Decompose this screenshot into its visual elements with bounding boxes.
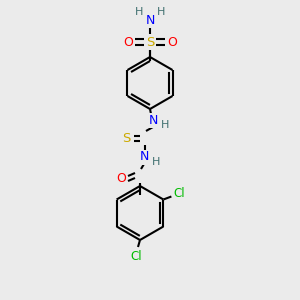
Text: Cl: Cl [174,187,185,200]
Text: S: S [122,131,130,145]
Text: Cl: Cl [130,250,142,262]
Text: O: O [123,35,133,49]
Text: N: N [145,14,155,26]
Text: H: H [157,7,165,17]
Text: O: O [167,35,177,49]
Text: O: O [116,172,126,185]
Text: N: N [148,113,158,127]
Text: H: H [152,157,160,167]
Text: S: S [146,35,154,49]
Text: H: H [135,7,143,17]
Text: N: N [139,151,149,164]
Text: H: H [161,120,169,130]
